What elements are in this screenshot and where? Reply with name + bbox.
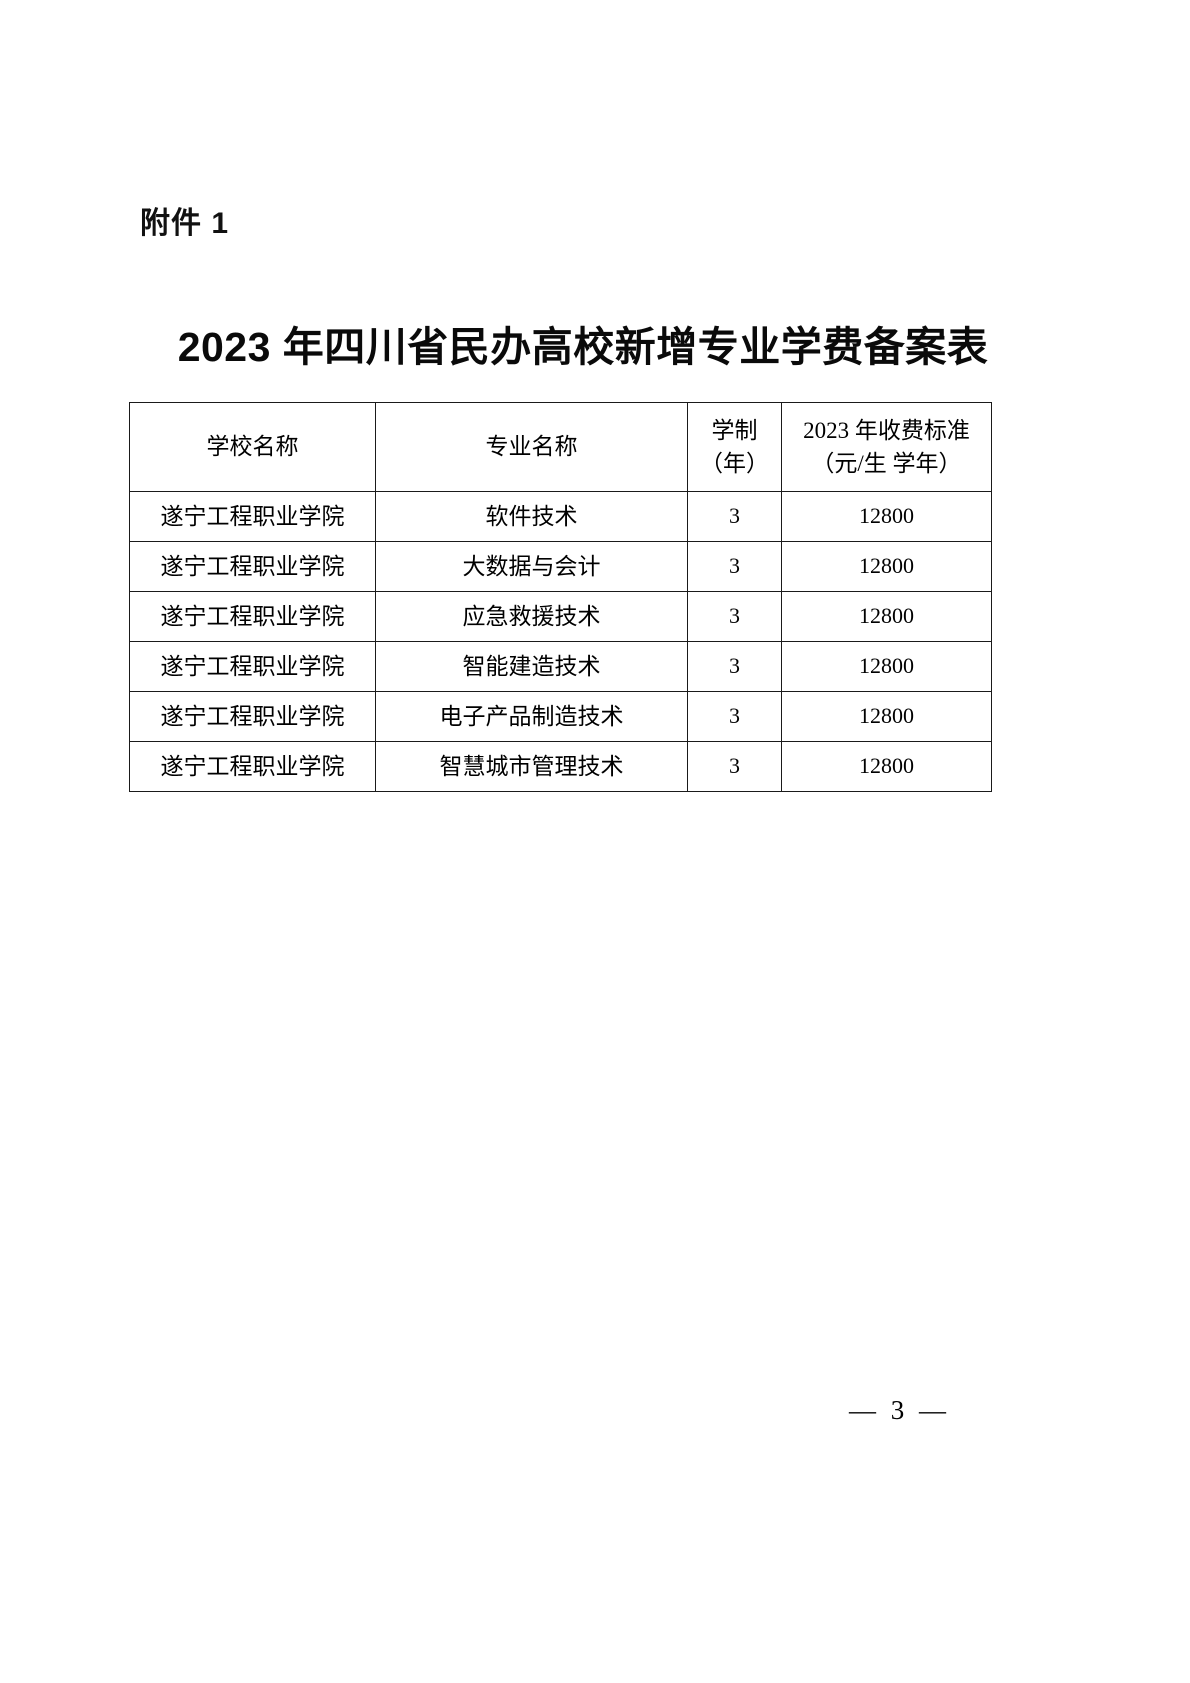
cell-school: 遂宁工程职业学院 <box>129 691 376 742</box>
cell-school: 遂宁工程职业学院 <box>129 491 376 542</box>
column-header-years-line1: 学制 <box>711 417 758 443</box>
cell-major: 软件技术 <box>375 491 688 542</box>
page-title: 2023 年四川省民办高校新增专业学费备案表 <box>177 324 989 371</box>
column-header-fee-line1: 2023 年收费标准 <box>803 417 970 443</box>
table-row: 遂宁工程职业学院 智慧城市管理技术 3 12800 <box>129 741 992 792</box>
table-header-row: 学校名称 专业名称 学制 （年） 2023 年收费标准 （元/生 学年） <box>129 402 992 492</box>
table-body: 遂宁工程职业学院 软件技术 3 12800 遂宁工程职业学院 大数据与会计 3 … <box>129 491 992 792</box>
cell-fee: 12800 <box>781 541 992 592</box>
cell-major: 应急救援技术 <box>375 591 688 642</box>
table-row: 遂宁工程职业学院 智能建造技术 3 12800 <box>129 641 992 692</box>
cell-years: 3 <box>687 591 782 642</box>
table-row: 遂宁工程职业学院 软件技术 3 12800 <box>129 491 992 542</box>
cell-fee: 12800 <box>781 591 992 642</box>
column-header-school: 学校名称 <box>129 402 376 492</box>
column-header-major: 专业名称 <box>375 402 688 492</box>
cell-major: 智慧城市管理技术 <box>375 741 688 792</box>
cell-years: 3 <box>687 641 782 692</box>
table-row: 遂宁工程职业学院 大数据与会计 3 12800 <box>129 541 992 592</box>
cell-fee: 12800 <box>781 491 992 542</box>
cell-years: 3 <box>687 491 782 542</box>
cell-school: 遂宁工程职业学院 <box>129 741 376 792</box>
page-number: — 3 — <box>849 1395 950 1425</box>
cell-fee: 12800 <box>781 641 992 692</box>
cell-fee: 12800 <box>781 691 992 742</box>
cell-major: 大数据与会计 <box>375 541 688 592</box>
cell-fee: 12800 <box>781 741 992 792</box>
cell-years: 3 <box>687 541 782 592</box>
column-header-school-line1: 学校名称 <box>206 434 299 460</box>
fee-table-container: 学校名称 专业名称 学制 （年） 2023 年收费标准 （元/生 学年） <box>129 402 992 792</box>
column-header-fee: 2023 年收费标准 （元/生 学年） <box>781 402 992 492</box>
column-header-fee-line2: （元/生 学年） <box>811 451 962 476</box>
cell-major: 智能建造技术 <box>375 641 688 692</box>
fee-table: 学校名称 专业名称 学制 （年） 2023 年收费标准 （元/生 学年） <box>129 402 992 792</box>
cell-major: 电子产品制造技术 <box>375 691 688 742</box>
cell-years: 3 <box>687 691 782 742</box>
column-header-years: 学制 （年） <box>687 402 782 492</box>
cell-school: 遂宁工程职业学院 <box>129 541 376 592</box>
table-row: 遂宁工程职业学院 电子产品制造技术 3 12800 <box>129 691 992 742</box>
column-header-major-line1: 专业名称 <box>485 434 578 460</box>
cell-school: 遂宁工程职业学院 <box>129 641 376 692</box>
attachment-label: 附件 1 <box>140 207 230 240</box>
column-header-years-line2: （年） <box>700 451 769 476</box>
cell-years: 3 <box>687 741 782 792</box>
table-header: 学校名称 专业名称 学制 （年） 2023 年收费标准 （元/生 学年） <box>129 402 992 492</box>
cell-school: 遂宁工程职业学院 <box>129 591 376 642</box>
table-row: 遂宁工程职业学院 应急救援技术 3 12800 <box>129 591 992 642</box>
